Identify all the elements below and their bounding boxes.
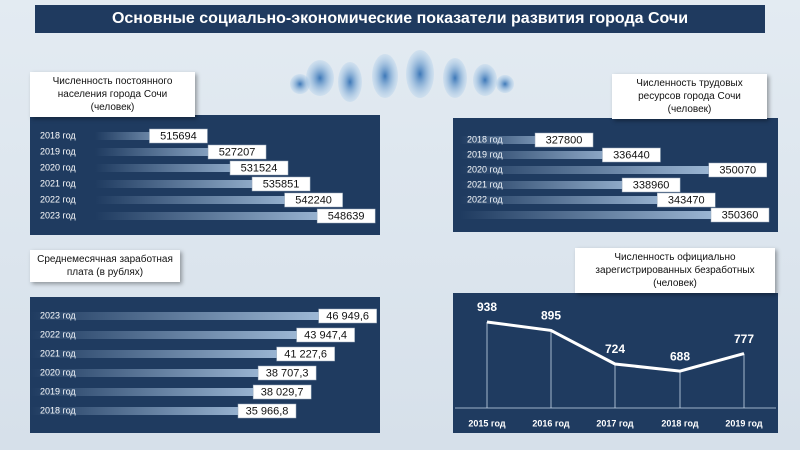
value-label: 688 (670, 349, 690, 363)
value-label: 895 (541, 309, 561, 323)
value-label: 35 966,8 (246, 405, 289, 417)
value-label-box (710, 207, 770, 223)
bar (460, 136, 592, 144)
value-label: 777 (734, 332, 754, 346)
category-label: 2022 год (40, 194, 76, 204)
value-label: 531524 (241, 162, 278, 174)
bar (95, 212, 374, 220)
value-label: 41 227,6 (284, 348, 327, 360)
value-label: 542240 (295, 194, 332, 206)
value-label-box (149, 128, 208, 144)
value-label-box (252, 384, 312, 400)
value-label-box (296, 327, 355, 343)
bar (95, 164, 287, 172)
bar (95, 148, 265, 156)
bar (460, 181, 679, 189)
bar (95, 180, 309, 188)
value-label-box (534, 132, 594, 148)
page-title: Основные социально-экономические показат… (35, 5, 765, 33)
bar (460, 151, 659, 159)
value-label-box (316, 208, 376, 224)
value-label: 38 707,3 (266, 367, 309, 379)
value-label-box (708, 162, 767, 178)
value-label-box (284, 192, 343, 208)
value-label: 535851 (263, 178, 300, 190)
value-label: 527207 (219, 146, 256, 158)
value-label: 46 949,6 (326, 310, 369, 322)
value-label-box (237, 403, 297, 419)
bar (460, 211, 768, 219)
category-label: 2017 год (596, 418, 634, 428)
value-label: 515694 (160, 130, 197, 142)
bar (30, 350, 333, 358)
bar (30, 407, 295, 415)
bar (30, 388, 310, 396)
category-label: 2018 год (661, 418, 699, 428)
value-label: 724 (605, 342, 625, 356)
chart-title: Среднемесячная заработная плата (в рубля… (30, 250, 180, 282)
value-label: 938 (477, 300, 497, 314)
value-label: 327800 (546, 134, 583, 146)
category-label: 2019 год (725, 418, 763, 428)
value-label-box (657, 192, 716, 208)
value-label: 336440 (613, 149, 650, 161)
value-label: 350360 (722, 209, 759, 221)
category-label: 2020 год (40, 162, 76, 172)
chart-title: Численность постоянного населения города… (30, 72, 195, 117)
value-label-box (229, 160, 289, 176)
bar (30, 312, 375, 320)
value-label: 338960 (633, 179, 670, 191)
value-label: 350070 (719, 164, 756, 176)
value-label-box (276, 346, 335, 362)
value-label: 38 029,7 (261, 386, 304, 398)
bar (460, 166, 765, 174)
value-label-box (251, 176, 311, 192)
category-label: 2018 год (40, 130, 76, 140)
chart-title: Численность официально зарегистрированны… (575, 248, 775, 293)
value-label-box (318, 308, 377, 324)
value-label: 548639 (328, 210, 365, 222)
category-label: 2019 год (40, 146, 76, 156)
bar (30, 331, 353, 339)
category-label: 2016 год (532, 418, 570, 428)
value-label-box (207, 144, 267, 160)
value-label: 343470 (668, 194, 705, 206)
value-label: 43 947,4 (304, 329, 347, 341)
value-label-box (602, 147, 661, 163)
value-label-box (621, 177, 681, 193)
people-decoration (290, 50, 514, 102)
bar (30, 369, 315, 377)
value-label-box (257, 365, 317, 381)
line (486, 320, 745, 373)
category-label: 2021 год (40, 178, 76, 188)
category-label: 2015 год (468, 418, 506, 428)
bar (95, 196, 341, 204)
category-label: 2023 год (40, 210, 76, 220)
chart-title: Численность трудовых ресурсов города Соч… (612, 74, 767, 119)
bar (460, 196, 714, 204)
